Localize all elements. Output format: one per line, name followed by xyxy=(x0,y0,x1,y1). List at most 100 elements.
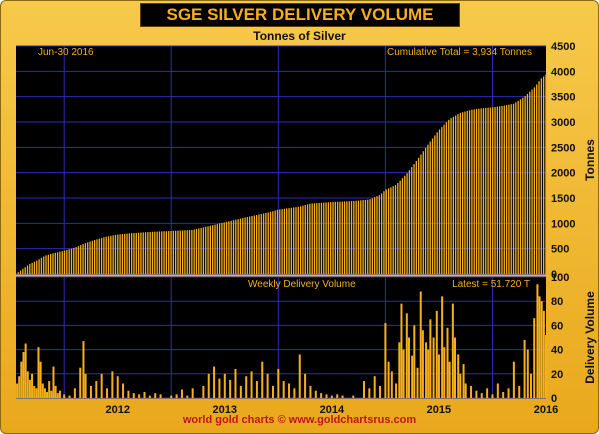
weekly-bar xyxy=(413,325,416,398)
cumulative-bar xyxy=(376,196,378,274)
cumulative-bar xyxy=(255,215,258,274)
cumulative-bar xyxy=(232,220,235,274)
weekly-bar xyxy=(191,388,194,398)
cumulative-bar xyxy=(401,178,404,274)
cumulative-bar xyxy=(461,112,464,274)
weekly-bar xyxy=(384,322,387,398)
weekly-bar xyxy=(31,373,34,398)
cumulative-bar xyxy=(168,231,170,274)
weekly-bar xyxy=(132,393,135,398)
cumulative-bar xyxy=(262,213,265,274)
cumulative-bar xyxy=(424,147,427,274)
cumulative-bar xyxy=(431,138,434,274)
cumulative-bar xyxy=(107,236,110,274)
cumulative-bar xyxy=(45,255,47,274)
weekly-bar xyxy=(395,383,398,398)
cumulative-bar xyxy=(499,106,501,274)
cumulative-bar xyxy=(415,160,417,274)
cumulative-bar xyxy=(66,249,68,274)
cumulative-bar xyxy=(265,213,267,274)
cumulative-bar xyxy=(40,257,43,274)
weekly-bar xyxy=(229,379,232,398)
cumulative-bar xyxy=(80,245,82,274)
weekly-bar xyxy=(416,367,419,398)
cumulative-bar xyxy=(33,261,36,274)
weekly-bar xyxy=(288,383,291,398)
cumulative-bar xyxy=(200,227,202,274)
weekly-bar xyxy=(35,388,38,398)
weekly-bar xyxy=(526,349,529,398)
weekly-bar xyxy=(122,383,125,398)
weekly-bar xyxy=(159,394,162,398)
cumulative-bar xyxy=(237,219,239,274)
cumulative-bar xyxy=(47,254,50,274)
cumulative-bar xyxy=(110,235,112,274)
y-axis-label: Tonnes xyxy=(583,139,597,181)
latest-value-label: Latest = 51.720 T xyxy=(452,279,530,290)
x-tick-label: 2014 xyxy=(320,404,345,416)
weekly-bar xyxy=(379,385,382,398)
weekly-bar xyxy=(180,389,183,398)
cumulative-bar xyxy=(216,224,218,274)
cumulative-bar xyxy=(487,107,489,275)
weekly-bar xyxy=(73,388,76,398)
cumulative-bar xyxy=(531,89,533,274)
weekly-bar xyxy=(271,385,274,398)
cumulative-bar xyxy=(142,232,144,274)
cumulative-bar xyxy=(161,231,163,274)
cumulative-bar xyxy=(374,197,376,274)
weekly-bar xyxy=(398,342,401,398)
cumulative-bar xyxy=(397,182,399,274)
cumulative-bar xyxy=(249,216,251,274)
y-tick-label: 40 xyxy=(551,345,563,357)
cumulative-bar xyxy=(54,252,56,274)
y-tick-label: 0 xyxy=(551,269,557,281)
cumulative-bar xyxy=(313,203,316,274)
footer-credit: world gold charts © www.goldchartsrus.co… xyxy=(182,414,417,426)
cumulative-bar xyxy=(360,200,362,274)
y-tick-label: 2000 xyxy=(551,168,575,180)
weekly-bar xyxy=(432,337,435,398)
cumulative-bar xyxy=(100,238,103,274)
weekly-bar xyxy=(502,391,505,398)
cumulative-bar xyxy=(63,250,66,274)
cumulative-bar xyxy=(422,151,424,274)
cumulative-bar xyxy=(281,209,283,274)
weekly-bar xyxy=(518,385,521,398)
cumulative-bar xyxy=(151,231,154,274)
cumulative-bar xyxy=(299,206,302,274)
y-tick-label: 3500 xyxy=(551,92,575,104)
weekly-bar xyxy=(56,393,59,398)
cumulative-bar xyxy=(170,230,172,274)
cumulative-bar xyxy=(522,97,524,275)
y-tick-label: 500 xyxy=(551,244,569,256)
x-tick-label: 2015 xyxy=(427,404,451,416)
cumulative-bar xyxy=(330,202,332,274)
cumulative-bar xyxy=(36,260,38,274)
weekly-bar xyxy=(293,388,296,398)
cumulative-bar xyxy=(239,218,242,274)
cumulative-bar xyxy=(385,189,387,274)
cumulative-bar xyxy=(279,209,281,274)
cumulative-bar xyxy=(362,200,364,274)
cumulative-bar xyxy=(371,198,374,274)
cumulative-bar xyxy=(457,114,459,274)
cumulative-bar xyxy=(50,254,52,274)
weekly-bar xyxy=(352,395,355,398)
weekly-bar xyxy=(435,310,438,398)
weekly-bar xyxy=(54,385,57,398)
cumulative-bar xyxy=(52,253,54,274)
weekly-bar xyxy=(425,342,428,398)
cumulative-bar xyxy=(327,202,330,274)
weekly-bar xyxy=(368,388,371,398)
cumulative-bar xyxy=(455,115,457,274)
weekly-bar xyxy=(336,394,339,398)
cumulative-bar xyxy=(19,270,22,274)
weekly-bar xyxy=(437,354,440,398)
cumulative-bar xyxy=(378,195,380,274)
weekly-bar xyxy=(58,390,61,398)
weekly-bar xyxy=(20,361,23,398)
cumulative-bar xyxy=(61,251,63,274)
weekly-bar xyxy=(304,373,307,398)
cumulative-bar xyxy=(149,231,151,274)
